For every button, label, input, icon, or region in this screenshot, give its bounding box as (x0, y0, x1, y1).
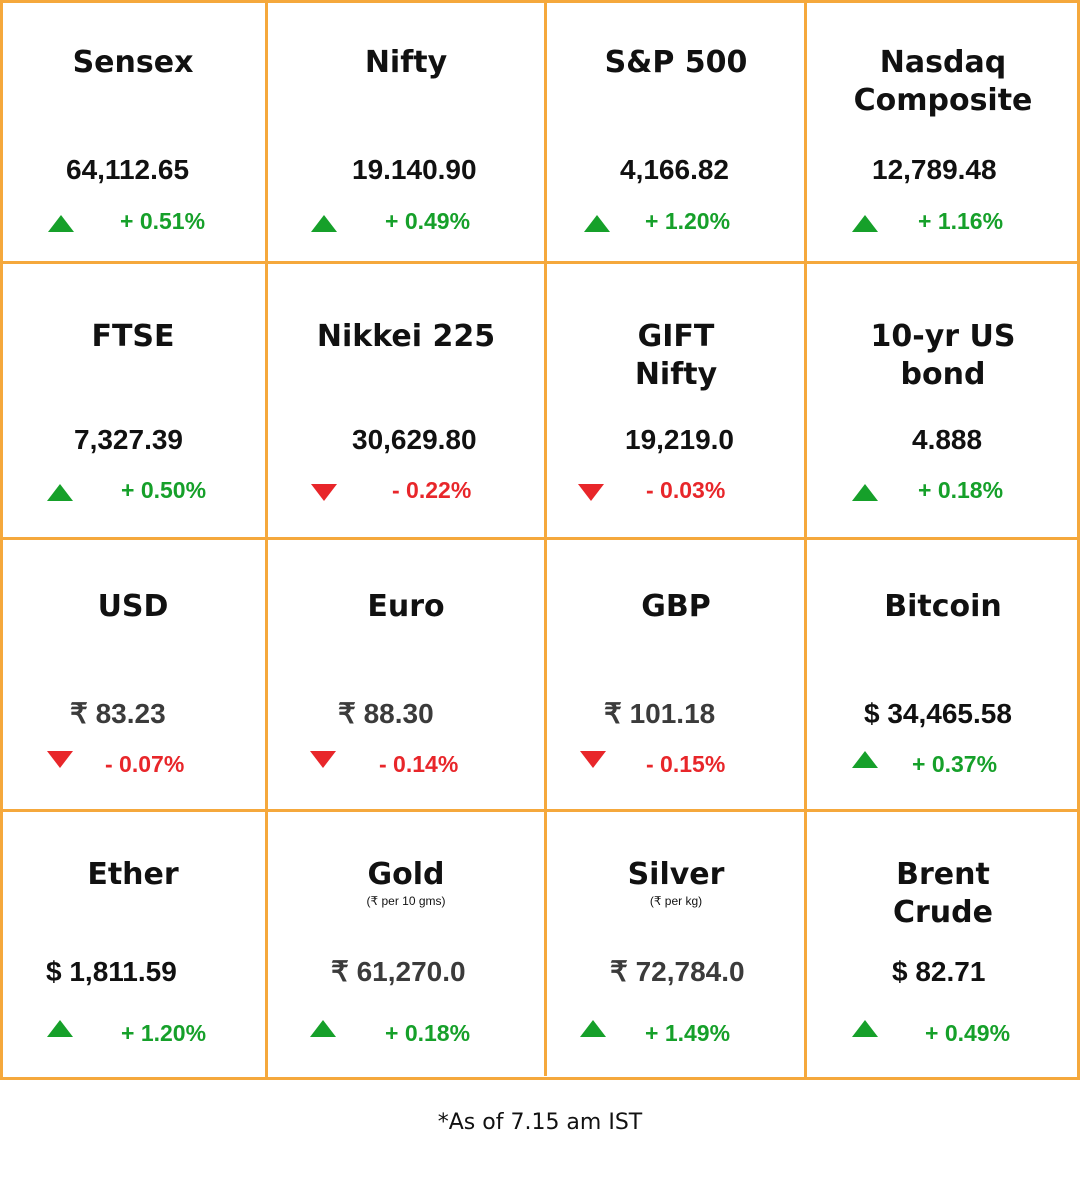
arrow-up-icon (852, 215, 878, 232)
unit-note: (₹ per kg) (546, 895, 806, 907)
arrow-up-icon (310, 1020, 336, 1037)
arrow-down-icon (47, 751, 73, 768)
grid-line (0, 1077, 1080, 1080)
market-value: ₹ 61,270.0 (331, 956, 466, 988)
market-change: - 0.15% (646, 751, 725, 777)
market-value: ₹ 88.30 (338, 698, 434, 730)
arrow-down-icon (311, 484, 337, 501)
market-name: GBP (546, 588, 806, 626)
footnote: *As of 7.15 am IST (0, 1110, 1080, 1135)
grid-line (0, 537, 1080, 540)
market-name: Ether (0, 856, 266, 894)
market-card-gift-nifty: GIFT Nifty 19,219.0 - 0.03% (546, 262, 806, 538)
market-title: Silver (628, 857, 725, 892)
market-change: + 1.49% (645, 1020, 730, 1046)
grid-line (544, 0, 547, 1076)
grid-line (0, 0, 1080, 3)
market-card-ftse: FTSE 7,327.39 + 0.50% (0, 262, 266, 538)
arrow-up-icon (47, 1020, 73, 1037)
market-name: Nifty (266, 44, 546, 82)
market-change: - 0.22% (392, 477, 471, 503)
market-name: Gold (₹ per 10 gms) (266, 856, 546, 907)
market-name: Euro (266, 588, 546, 626)
market-card-silver: Silver (₹ per kg) ₹ 72,784.0 + 1.49% (546, 810, 806, 1078)
market-value: 4,166.82 (620, 154, 729, 186)
unit-note: (₹ per 10 gms) (266, 895, 546, 907)
market-name: Nikkei 225 (266, 318, 546, 356)
market-card-euro: Euro ₹ 88.30 - 0.14% (266, 538, 546, 810)
arrow-up-icon (584, 215, 610, 232)
market-value: 19.140.90 (352, 154, 477, 186)
market-card-nifty: Nifty 19.140.90 + 0.49% (266, 0, 546, 262)
market-card-bitcoin: Bitcoin $ 34,465.58 + 0.37% (806, 538, 1080, 810)
market-value: 64,112.65 (66, 154, 189, 186)
arrow-up-icon (47, 484, 73, 501)
market-value: 30,629.80 (352, 424, 477, 456)
grid-line (0, 261, 1080, 264)
market-value: $ 82.71 (892, 956, 985, 988)
grid-line (265, 0, 268, 1080)
market-name: FTSE (0, 318, 266, 356)
market-value: 7,327.39 (74, 424, 183, 456)
market-change: + 0.18% (918, 477, 1003, 503)
market-name: Bitcoin (806, 588, 1080, 626)
market-change: - 0.14% (379, 751, 458, 777)
market-change: - 0.07% (105, 751, 184, 777)
market-card-sensex: Sensex 64,112.65 + 0.51% (0, 0, 266, 262)
grid-line (0, 0, 3, 1080)
arrow-up-icon (852, 484, 878, 501)
market-name: Silver (₹ per kg) (546, 856, 806, 907)
market-grid: Sensex 64,112.65 + 0.51% Nifty 19.140.90… (0, 0, 1080, 1080)
arrow-down-icon (310, 751, 336, 768)
market-name: Nasdaq Composite (806, 44, 1080, 120)
arrow-down-icon (580, 751, 606, 768)
arrow-up-icon (852, 1020, 878, 1037)
market-name: Brent Crude (806, 856, 1080, 932)
arrow-up-icon (311, 215, 337, 232)
arrow-up-icon (852, 751, 878, 768)
market-change: + 1.20% (645, 208, 730, 234)
market-change: + 0.49% (925, 1020, 1010, 1046)
market-change: + 1.16% (918, 208, 1003, 234)
market-value: 12,789.48 (872, 154, 997, 186)
grid-line (0, 809, 1080, 812)
market-card-gold: Gold (₹ per 10 gms) ₹ 61,270.0 + 0.18% (266, 810, 546, 1078)
market-card-nikkei: Nikkei 225 30,629.80 - 0.22% (266, 262, 546, 538)
arrow-up-icon (580, 1020, 606, 1037)
market-value: 19,219.0 (625, 424, 734, 456)
market-value: ₹ 101.18 (604, 698, 715, 730)
market-value: ₹ 72,784.0 (610, 956, 745, 988)
market-card-ether: Ether $ 1,811.59 + 1.20% (0, 810, 266, 1078)
market-change: + 0.51% (120, 208, 205, 234)
market-change: + 0.49% (385, 208, 470, 234)
market-change: + 0.50% (121, 477, 206, 503)
market-change: + 1.20% (121, 1020, 206, 1046)
market-change: + 0.37% (912, 751, 997, 777)
market-name: S&P 500 (546, 44, 806, 82)
arrow-up-icon (48, 215, 74, 232)
market-change: - 0.03% (646, 477, 725, 503)
market-value: 4.888 (912, 424, 982, 456)
market-name: USD (0, 588, 266, 626)
market-card-usd: USD ₹ 83.23 - 0.07% (0, 538, 266, 810)
grid-line (804, 0, 807, 1080)
market-card-nasdaq: Nasdaq Composite 12,789.48 + 1.16% (806, 0, 1080, 262)
market-card-brent: Brent Crude $ 82.71 + 0.49% (806, 810, 1080, 1078)
market-card-sp500: S&P 500 4,166.82 + 1.20% (546, 0, 806, 262)
market-change: + 0.18% (385, 1020, 470, 1046)
market-value: ₹ 83.23 (70, 698, 166, 730)
market-card-gbp: GBP ₹ 101.18 - 0.15% (546, 538, 806, 810)
market-value: $ 34,465.58 (864, 698, 1012, 730)
arrow-down-icon (578, 484, 604, 501)
market-name: GIFT Nifty (546, 318, 806, 394)
market-name: Sensex (0, 44, 266, 82)
market-name: 10-yr US bond (806, 318, 1080, 394)
market-title: Gold (368, 857, 445, 892)
market-value: $ 1,811.59 (46, 956, 177, 988)
market-card-us-bond: 10-yr US bond 4.888 + 0.18% (806, 262, 1080, 538)
